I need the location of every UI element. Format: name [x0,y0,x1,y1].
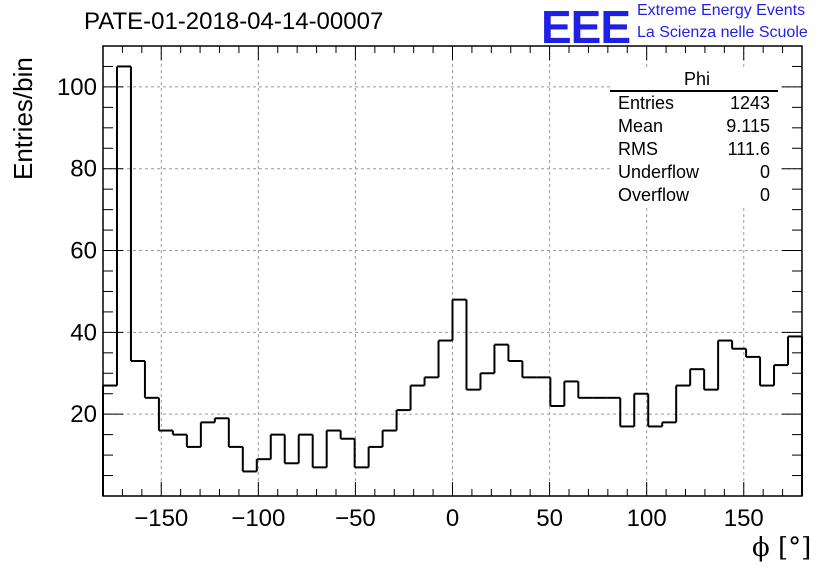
stats-title: Phi [610,68,778,92]
y-tick-label: 80 [70,156,97,183]
tick-marks [102,45,803,497]
y-tick-label: 100 [57,74,97,101]
x-axis-label: ϕ [°] [752,533,812,563]
stats-box: Phi Entries 1243 Mean 9.115 RMS 111.6 Un… [610,68,778,207]
stats-value: 9.115 [726,116,770,136]
x-tick-label: −100 [231,505,285,532]
logo-line-1: Extreme Energy Events [637,2,806,19]
stats-value: 1243 [729,93,770,113]
stats-row-rms: RMS 111.6 [610,138,778,161]
stats-label: Overflow [618,185,690,205]
stats-row-entries: Entries 1243 [610,92,778,115]
stats-value: 111.6 [727,139,770,159]
stats-label: Mean [618,116,664,136]
eee-logo: EEE [541,1,631,53]
stats-row-overflow: Overflow 0 [610,184,778,207]
stats-label: RMS [618,139,658,159]
x-tick-label: 0 [446,505,459,532]
x-tick-label: 150 [724,505,764,532]
x-tick-label: 50 [536,505,563,532]
stats-label: Underflow [618,162,700,182]
y-tick-label: 20 [70,401,97,428]
stats-row-underflow: Underflow 0 [610,161,778,184]
x-tick-label: −150 [134,505,188,532]
x-tick-label: −50 [335,505,376,532]
stats-row-mean: Mean 9.115 [610,115,778,138]
y-tick-label: 40 [70,319,97,346]
stats-label: Entries [618,93,675,113]
x-tick-label: 100 [627,505,667,532]
tick-labels: −150 −100 −50 0 50 100 150 20 40 60 80 100 [57,74,764,532]
logo-line-2: La Scienza nelle Scuole [637,24,808,41]
stats-value: 0 [759,162,770,182]
y-tick-label: 60 [70,238,97,265]
stats-value: 0 [759,185,770,205]
y-axis-label: Entries/bin [8,57,38,180]
chart-title: PATE-01-2018-04-14-00007 [84,8,384,35]
